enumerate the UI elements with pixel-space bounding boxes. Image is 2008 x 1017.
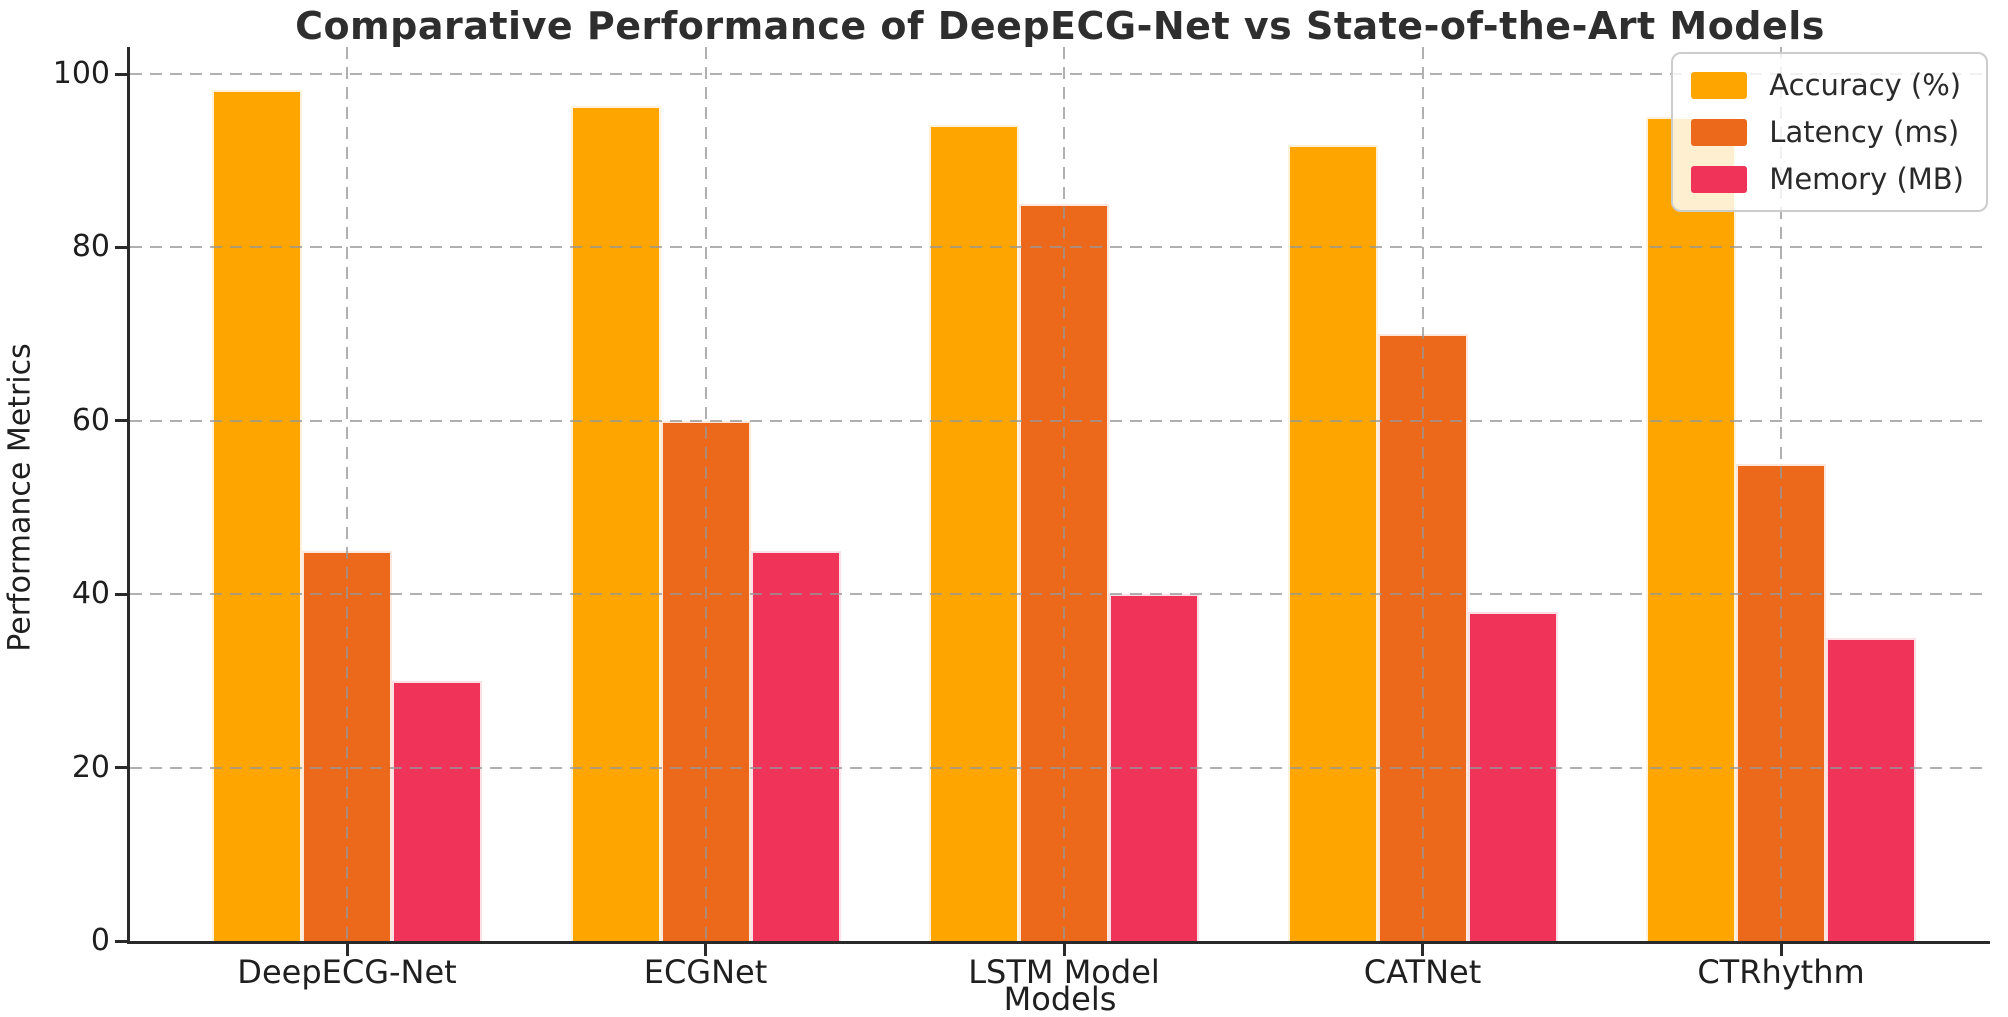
y-tick-label-80: 80 — [71, 229, 110, 265]
y-tick-label-60: 60 — [71, 402, 110, 438]
x-tick-mark-ctrhythm — [1779, 944, 1783, 956]
legend-label: Latency (ms) — [1769, 115, 1960, 149]
bar-accuracy-lstm-model — [929, 125, 1019, 941]
legend: Accuracy (%) Latency (ms) Memory (MB) — [1671, 52, 1988, 212]
x-tick-label-catnet: CATNet — [1363, 953, 1482, 991]
bar-accuracy-catnet — [1287, 145, 1378, 941]
legend-swatch-icon — [1691, 118, 1748, 146]
y-tick-mark-100 — [115, 72, 127, 76]
bar-latency-lstm-model — [1019, 204, 1109, 941]
x-axis-spine — [127, 941, 1990, 944]
bar-latency-ecgnet — [660, 420, 751, 941]
legend-swatch-icon — [1691, 165, 1748, 193]
y-tick-label-40: 40 — [71, 576, 110, 612]
x-axis-label: Models — [1003, 980, 1117, 1017]
bar-latency-deepecg-net — [302, 550, 392, 941]
x-tick-label-ctrhythm: CTRhythm — [1697, 953, 1865, 991]
legend-label: Accuracy (%) — [1769, 68, 1962, 102]
x-tick-mark-lstm-model — [1062, 944, 1066, 956]
y-tick-label-20: 20 — [71, 749, 110, 785]
y-axis-spine — [127, 47, 130, 944]
y-axis-label: Performance Metrics — [2, 343, 38, 652]
bar-memory-catnet — [1467, 611, 1558, 941]
y-tick-mark-20 — [115, 766, 127, 770]
chart-title: Comparative Performance of DeepECG-Net v… — [295, 4, 1825, 48]
y-tick-mark-80 — [115, 245, 127, 249]
y-tick-label-0: 0 — [90, 923, 110, 958]
bar-memory-deepecg-net — [392, 680, 482, 941]
bar-memory-lstm-model — [1109, 594, 1199, 941]
y-tick-label-100: 100 — [52, 56, 110, 91]
bar-latency-catnet — [1377, 334, 1468, 941]
bar-memory-ecgnet — [750, 550, 841, 941]
legend-row-accuracy: Accuracy (%) — [1691, 68, 1964, 102]
bar-memory-ctrhythm — [1826, 637, 1916, 941]
x-tick-mark-deepecg-net — [345, 944, 349, 956]
y-tick-mark-60 — [115, 419, 127, 423]
legend-label: Memory (MB) — [1769, 162, 1964, 196]
bar-accuracy-ecgnet — [570, 106, 661, 941]
bar-latency-ctrhythm — [1736, 464, 1826, 941]
x-tick-mark-ecgnet — [704, 944, 707, 956]
y-tick-mark-40 — [115, 592, 127, 596]
legend-row-memory: Memory (MB) — [1691, 162, 1964, 196]
x-tick-label-lstm-model: LSTM Model — [968, 953, 1160, 991]
x-tick-label-ecgnet: ECGNet — [643, 953, 768, 991]
y-tick-mark-0 — [115, 939, 127, 943]
legend-swatch-icon — [1691, 71, 1748, 99]
bar-accuracy-ctrhythm — [1646, 117, 1736, 941]
bar-accuracy-deepecg-net — [212, 89, 302, 941]
x-tick-mark-catnet — [1421, 944, 1424, 956]
x-tick-label-deepecg-net: DeepECG-Net — [237, 953, 457, 991]
legend-row-latency: Latency (ms) — [1691, 115, 1964, 149]
